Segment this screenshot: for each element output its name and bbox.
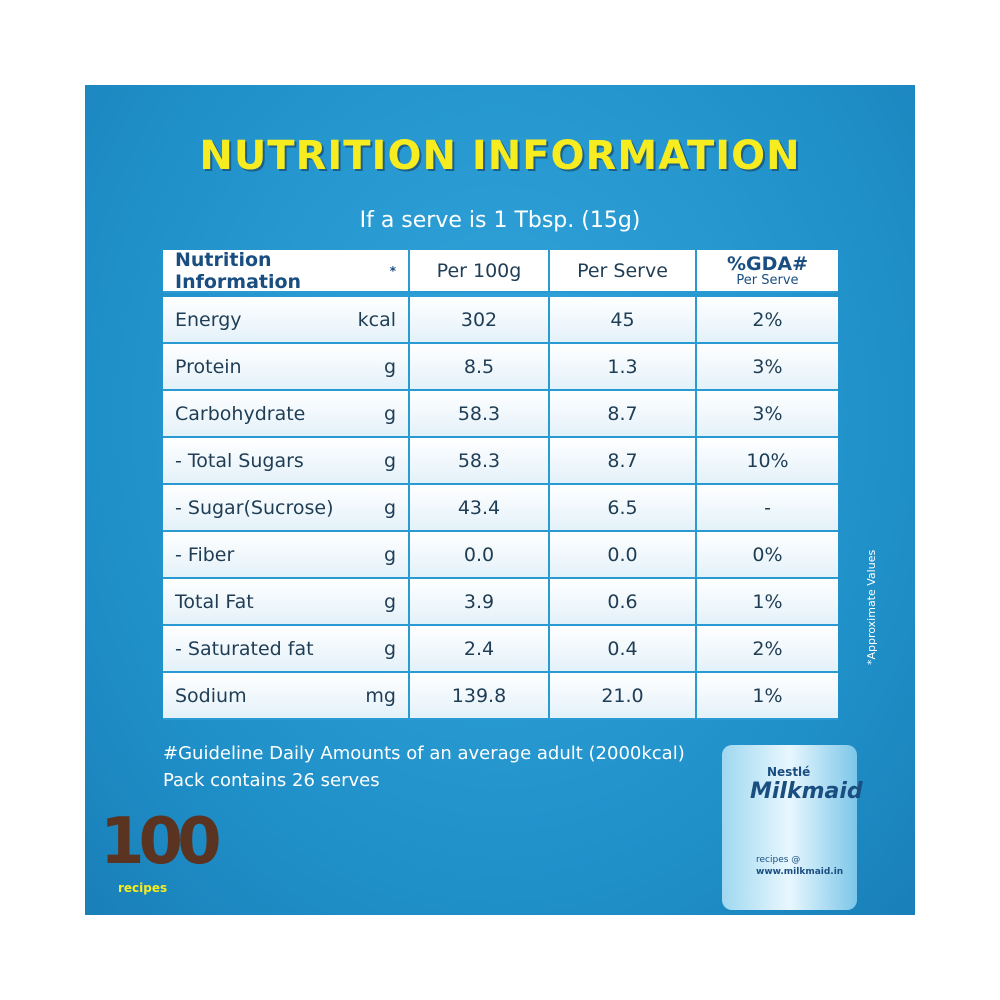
- name-cell: - Saturated fat g: [163, 626, 410, 673]
- nutrient: - Sugar(Sucrose): [175, 496, 334, 519]
- nutrient: Energy: [175, 308, 242, 331]
- name-cell: Total Fat g: [163, 579, 410, 626]
- nutrient: - Total Sugars: [175, 449, 304, 472]
- gda-note: Per Serve: [736, 272, 799, 288]
- table-row: Protein g 8.5 1.3 3%: [163, 344, 838, 391]
- value-cell: 3%: [697, 391, 838, 438]
- title: NUTRITION INFORMATION: [199, 133, 801, 179]
- unit: g: [383, 355, 396, 378]
- logo-label: recipes: [118, 881, 168, 895]
- can-name: Milkmaid: [750, 779, 863, 804]
- value-cell: 0%: [697, 532, 838, 579]
- unit: g: [383, 637, 396, 660]
- unit: mg: [365, 684, 396, 707]
- name-cell: - Fiber g: [163, 532, 410, 579]
- header-cell: Per Serve: [550, 250, 697, 293]
- value-cell: 2.4: [410, 626, 550, 673]
- can-site-prefix: recipes @: [756, 855, 801, 865]
- unit: g: [383, 590, 396, 613]
- name-cell: Energy kcal: [163, 297, 410, 344]
- unit: g: [383, 449, 396, 472]
- value-cell: 21.0: [550, 673, 697, 720]
- logo: 100 recipes: [100, 805, 280, 905]
- header-cell: %GDA# Per Serve: [697, 250, 838, 293]
- table-row: Carbohydrate g 58.3 8.7 3%: [163, 391, 838, 438]
- value-cell: 2%: [697, 297, 838, 344]
- value-cell: 302: [410, 297, 550, 344]
- side-note: *Approximate Values: [865, 549, 878, 665]
- unit: g: [383, 402, 396, 425]
- can: Nestlé Milkmaid recipes @ www.milkmaid.i…: [722, 745, 863, 910]
- value-cell: 0.0: [410, 532, 550, 579]
- header-text: %GDA#: [726, 252, 809, 275]
- value-cell: 45: [550, 297, 697, 344]
- table-row: Sodium mg 139.8 21.0 1%: [163, 673, 838, 720]
- table-row: Energy kcal 302 45 2%: [163, 297, 838, 344]
- value-cell: 8.7: [550, 391, 697, 438]
- can-site: www.milkmaid.in: [756, 867, 844, 877]
- nutrient: - Fiber: [175, 543, 235, 566]
- value-cell: 8.5: [410, 344, 550, 391]
- value-cell: 58.3: [410, 438, 550, 485]
- nutrient: - Saturated fat: [175, 637, 314, 660]
- value-cell: 43.4: [410, 485, 550, 532]
- value-cell: 0.6: [550, 579, 697, 626]
- value-cell: 3.9: [410, 579, 550, 626]
- nutrient: Total Fat: [175, 590, 254, 613]
- value-cell: -: [697, 485, 838, 532]
- value-cell: 8.7: [550, 438, 697, 485]
- table-row: - Fiber g 0.0 0.0 0%: [163, 532, 838, 579]
- header-cell: Per 100g: [410, 250, 550, 293]
- value-cell: 0.4: [550, 626, 697, 673]
- panel: NUTRITION INFORMATION If a serve is 1 Tb…: [85, 85, 915, 915]
- nutrient: Protein: [175, 355, 242, 378]
- table-row: - Total Sugars g 58.3 8.7 10%: [163, 438, 838, 485]
- value-cell: 3%: [697, 344, 838, 391]
- value-cell: 1%: [697, 673, 838, 720]
- value-cell: 1%: [697, 579, 838, 626]
- value-cell: 0.0: [550, 532, 697, 579]
- value-cell: 58.3: [410, 391, 550, 438]
- header-row: Nutrition Information * Per 100g Per Serv…: [163, 248, 838, 297]
- value-cell: 2%: [697, 626, 838, 673]
- unit: kcal: [357, 308, 396, 331]
- name-cell: Protein g: [163, 344, 410, 391]
- table-row: - Saturated fat g 2.4 0.4 2%: [163, 626, 838, 673]
- nutrient: Carbohydrate: [175, 402, 306, 425]
- value-cell: 139.8: [410, 673, 550, 720]
- value-cell: 10%: [697, 438, 838, 485]
- header-cell: Nutrition Information *: [163, 248, 410, 293]
- table-row: Total Fat g 3.9 0.6 1%: [163, 579, 838, 626]
- unit: g: [383, 543, 396, 566]
- footnote: Pack contains 26 serves: [163, 770, 380, 791]
- name-cell: - Total Sugars g: [163, 438, 410, 485]
- name-cell: Sodium mg: [163, 673, 410, 720]
- logo-number: 100: [100, 805, 222, 879]
- nutrient: Sodium: [175, 684, 247, 707]
- name-cell: Carbohydrate g: [163, 391, 410, 438]
- header-text: Nutrition Information: [175, 248, 302, 293]
- footnote: #Guideline Daily Amounts of an average a…: [163, 743, 685, 764]
- value-cell: 1.3: [550, 344, 697, 391]
- can-brand: Nestlé: [767, 765, 811, 779]
- name-cell: - Sugar(Sucrose) g: [163, 485, 410, 532]
- subtitle: If a serve is 1 Tbsp. (15g): [359, 208, 641, 233]
- table-row: - Sugar(Sucrose) g 43.4 6.5-: [163, 485, 838, 532]
- nutrition-table: Nutrition Information * Per 100g Per Serv…: [163, 248, 838, 720]
- header-mark: *: [389, 263, 396, 278]
- value-cell: 6.5: [550, 485, 697, 532]
- unit: g: [383, 496, 396, 519]
